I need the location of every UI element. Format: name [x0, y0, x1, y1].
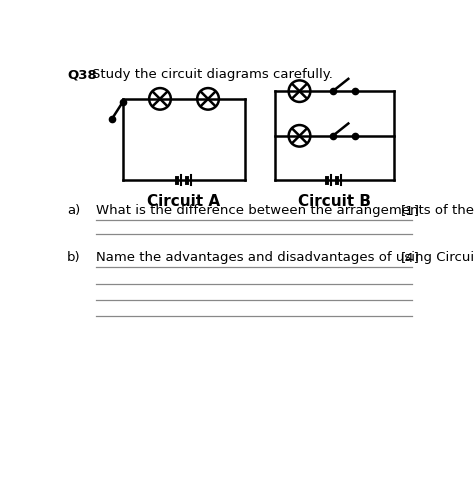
Text: What is the difference between the arrangements of the bulbs in circuits A and B: What is the difference between the arran… — [96, 204, 474, 217]
Text: b): b) — [67, 252, 81, 264]
Text: Circuit B: Circuit B — [298, 194, 371, 209]
Text: [1]: [1] — [401, 204, 419, 217]
Text: Circuit A: Circuit A — [147, 194, 220, 209]
Text: [4]: [4] — [401, 252, 419, 264]
Text: Study the circuit diagrams carefully.: Study the circuit diagrams carefully. — [92, 68, 333, 81]
Text: a): a) — [67, 204, 80, 217]
Text: Name the advantages and disadvantages of using Circuit B to connect bulbs.: Name the advantages and disadvantages of… — [96, 252, 474, 264]
Text: Q38: Q38 — [67, 68, 97, 81]
